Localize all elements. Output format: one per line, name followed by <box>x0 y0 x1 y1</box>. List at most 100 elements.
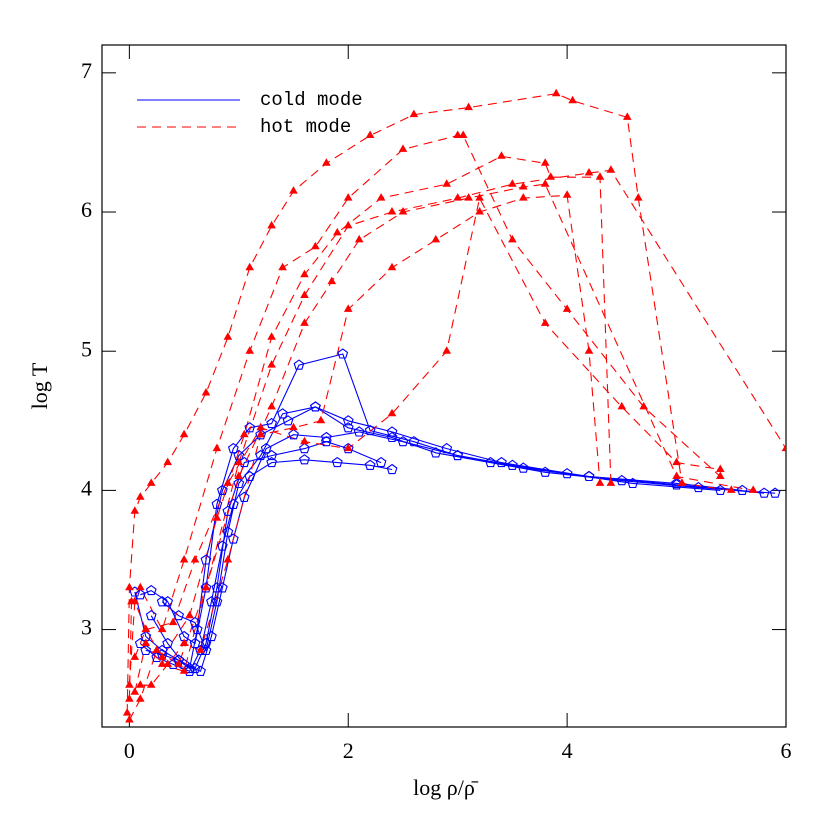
pentagon-marker <box>173 610 185 621</box>
triangle-marker <box>458 130 468 138</box>
triangle-marker <box>125 582 134 591</box>
triangle-marker <box>562 190 572 198</box>
triangle-marker <box>453 130 462 138</box>
legend-label: cold mode <box>260 89 363 111</box>
triangle-marker <box>311 241 320 250</box>
triangle-marker <box>584 346 594 354</box>
y-tick-label: 7 <box>81 58 92 83</box>
track-line <box>134 169 786 693</box>
pentagon-marker <box>260 442 272 454</box>
pentagon-marker <box>195 665 206 676</box>
pentagon-marker <box>627 477 639 489</box>
triangle-marker <box>190 555 200 563</box>
pentagon-marker <box>216 484 228 495</box>
pentagon-marker <box>353 426 365 437</box>
pentagon-marker <box>364 459 376 470</box>
triangle-marker <box>130 652 140 660</box>
pentagon-marker <box>216 582 228 593</box>
triangle-marker <box>174 659 183 667</box>
triangle-marker <box>595 172 605 180</box>
y-tick-label: 4 <box>81 475 92 500</box>
pentagon-marker <box>331 456 343 468</box>
x-tick-label: 4 <box>562 738 573 763</box>
triangle-marker <box>300 290 309 298</box>
pentagon-marker <box>189 637 201 649</box>
triangle-marker <box>163 659 172 667</box>
triangle-marker <box>398 207 408 215</box>
triangle-marker <box>617 401 627 410</box>
pentagon-marker <box>244 422 256 433</box>
triangle-marker <box>136 582 145 591</box>
pentagon-marker <box>244 470 256 482</box>
triangle-marker <box>333 227 342 236</box>
triangle-marker <box>519 182 528 190</box>
pentagon-marker <box>222 526 234 537</box>
triangle-marker <box>508 234 517 243</box>
triangle-marker <box>122 708 132 716</box>
triangle-marker <box>568 95 577 104</box>
triangle-marker <box>475 193 484 201</box>
pentagon-marker <box>342 422 354 433</box>
triangle-marker <box>781 443 786 452</box>
triangle-marker <box>316 415 326 424</box>
triangle-marker <box>677 478 687 486</box>
triangle-marker <box>540 318 550 326</box>
triangle-marker <box>453 193 462 201</box>
pentagon-marker <box>211 596 223 607</box>
triangle-marker <box>267 360 276 368</box>
pentagon-marker <box>693 481 704 493</box>
pentagon-marker <box>162 637 174 649</box>
pentagon-marker <box>485 456 496 468</box>
pentagon-marker <box>189 662 201 674</box>
triangle-marker <box>322 158 331 166</box>
y-axis-label: log T <box>27 362 52 409</box>
track-line <box>128 183 754 721</box>
triangle-marker <box>365 130 375 138</box>
triangle-marker <box>179 638 189 646</box>
triangle-marker <box>130 687 140 695</box>
triangle-marker <box>716 464 725 472</box>
pentagon-marker <box>145 584 157 596</box>
plot-frame <box>101 44 787 728</box>
pentagon-marker <box>310 401 321 412</box>
triangle-marker <box>508 179 517 187</box>
triangle-marker <box>442 179 451 187</box>
pentagon-marker <box>200 554 212 565</box>
triangle-marker <box>201 388 211 396</box>
triangle-marker <box>125 694 134 702</box>
pentagon-marker <box>277 408 288 419</box>
triangle-marker <box>179 429 189 438</box>
pentagon-marker <box>517 462 529 473</box>
triangle-marker <box>716 471 725 479</box>
triangle-marker <box>475 207 484 215</box>
triangle-marker <box>387 408 397 417</box>
pentagon-marker <box>156 596 168 607</box>
triangle-marker <box>409 109 419 118</box>
pentagon-marker <box>189 616 201 628</box>
pentagon-marker <box>145 610 157 621</box>
pentagon-marker <box>266 417 278 429</box>
triangle-marker <box>343 304 353 312</box>
pentagon-marker <box>397 436 409 447</box>
triangle-marker <box>179 666 189 674</box>
triangle-marker <box>639 401 648 410</box>
triangle-marker <box>497 151 506 159</box>
pentagon-marker <box>216 540 228 551</box>
pentagon-marker <box>616 474 628 486</box>
pentagon-marker <box>282 415 294 426</box>
triangle-marker <box>623 112 632 120</box>
triangle-marker <box>595 478 605 486</box>
triangle-marker <box>354 234 364 243</box>
triangle-marker <box>168 617 178 626</box>
pentagon-marker <box>408 436 420 447</box>
pentagon-marker <box>195 644 206 656</box>
pentagon-marker <box>140 644 152 656</box>
triangle-marker <box>234 457 244 466</box>
legend-label: hot mode <box>260 116 351 138</box>
triangle-marker <box>136 680 145 688</box>
triangle-marker <box>398 144 408 152</box>
pentagon-marker <box>255 429 267 440</box>
triangle-marker <box>163 457 172 466</box>
pentagon-marker <box>506 459 518 470</box>
